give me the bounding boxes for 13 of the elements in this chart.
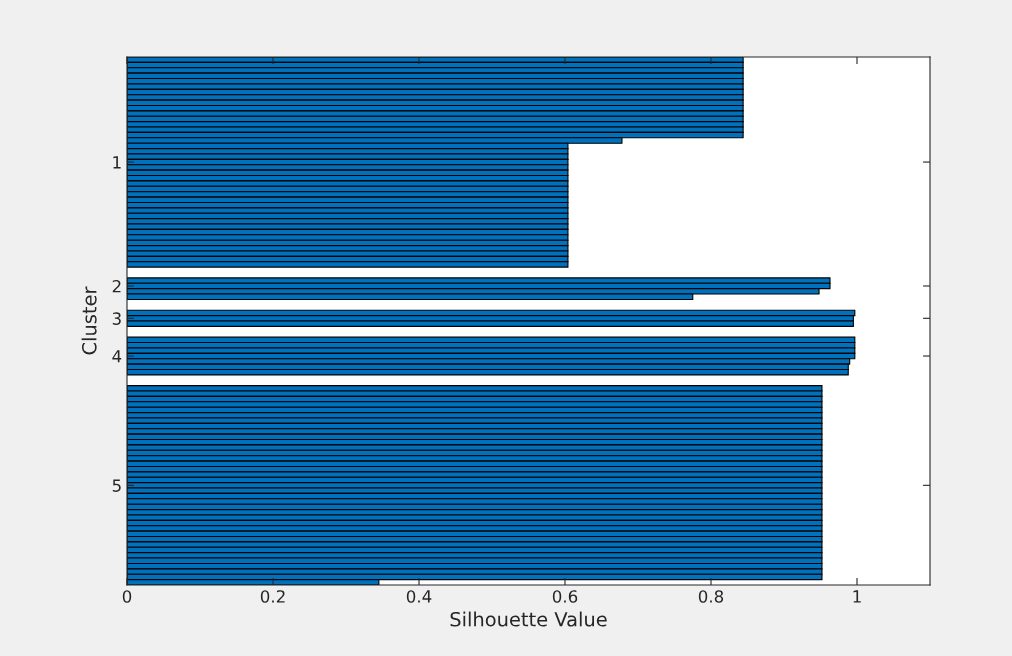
y-tick-label: 5 bbox=[112, 479, 121, 492]
x-tick-label: 0.2 bbox=[260, 590, 285, 603]
y-axis-title: Cluster bbox=[81, 286, 97, 355]
x-tick-label: 0.6 bbox=[552, 590, 578, 603]
y-tick-label: 1 bbox=[113, 156, 121, 169]
x-tick-label: 0.4 bbox=[406, 590, 432, 603]
y-tick-label: 2 bbox=[112, 279, 121, 293]
x-tick-label: 0.8 bbox=[698, 590, 724, 603]
x-axis-title: Silhouette Value bbox=[450, 611, 607, 627]
x-tick-label: 0 bbox=[122, 590, 132, 603]
y-tick-label: 4 bbox=[112, 350, 122, 363]
x-tick-label: 1 bbox=[853, 590, 861, 603]
y-tick-label: 3 bbox=[112, 312, 121, 325]
